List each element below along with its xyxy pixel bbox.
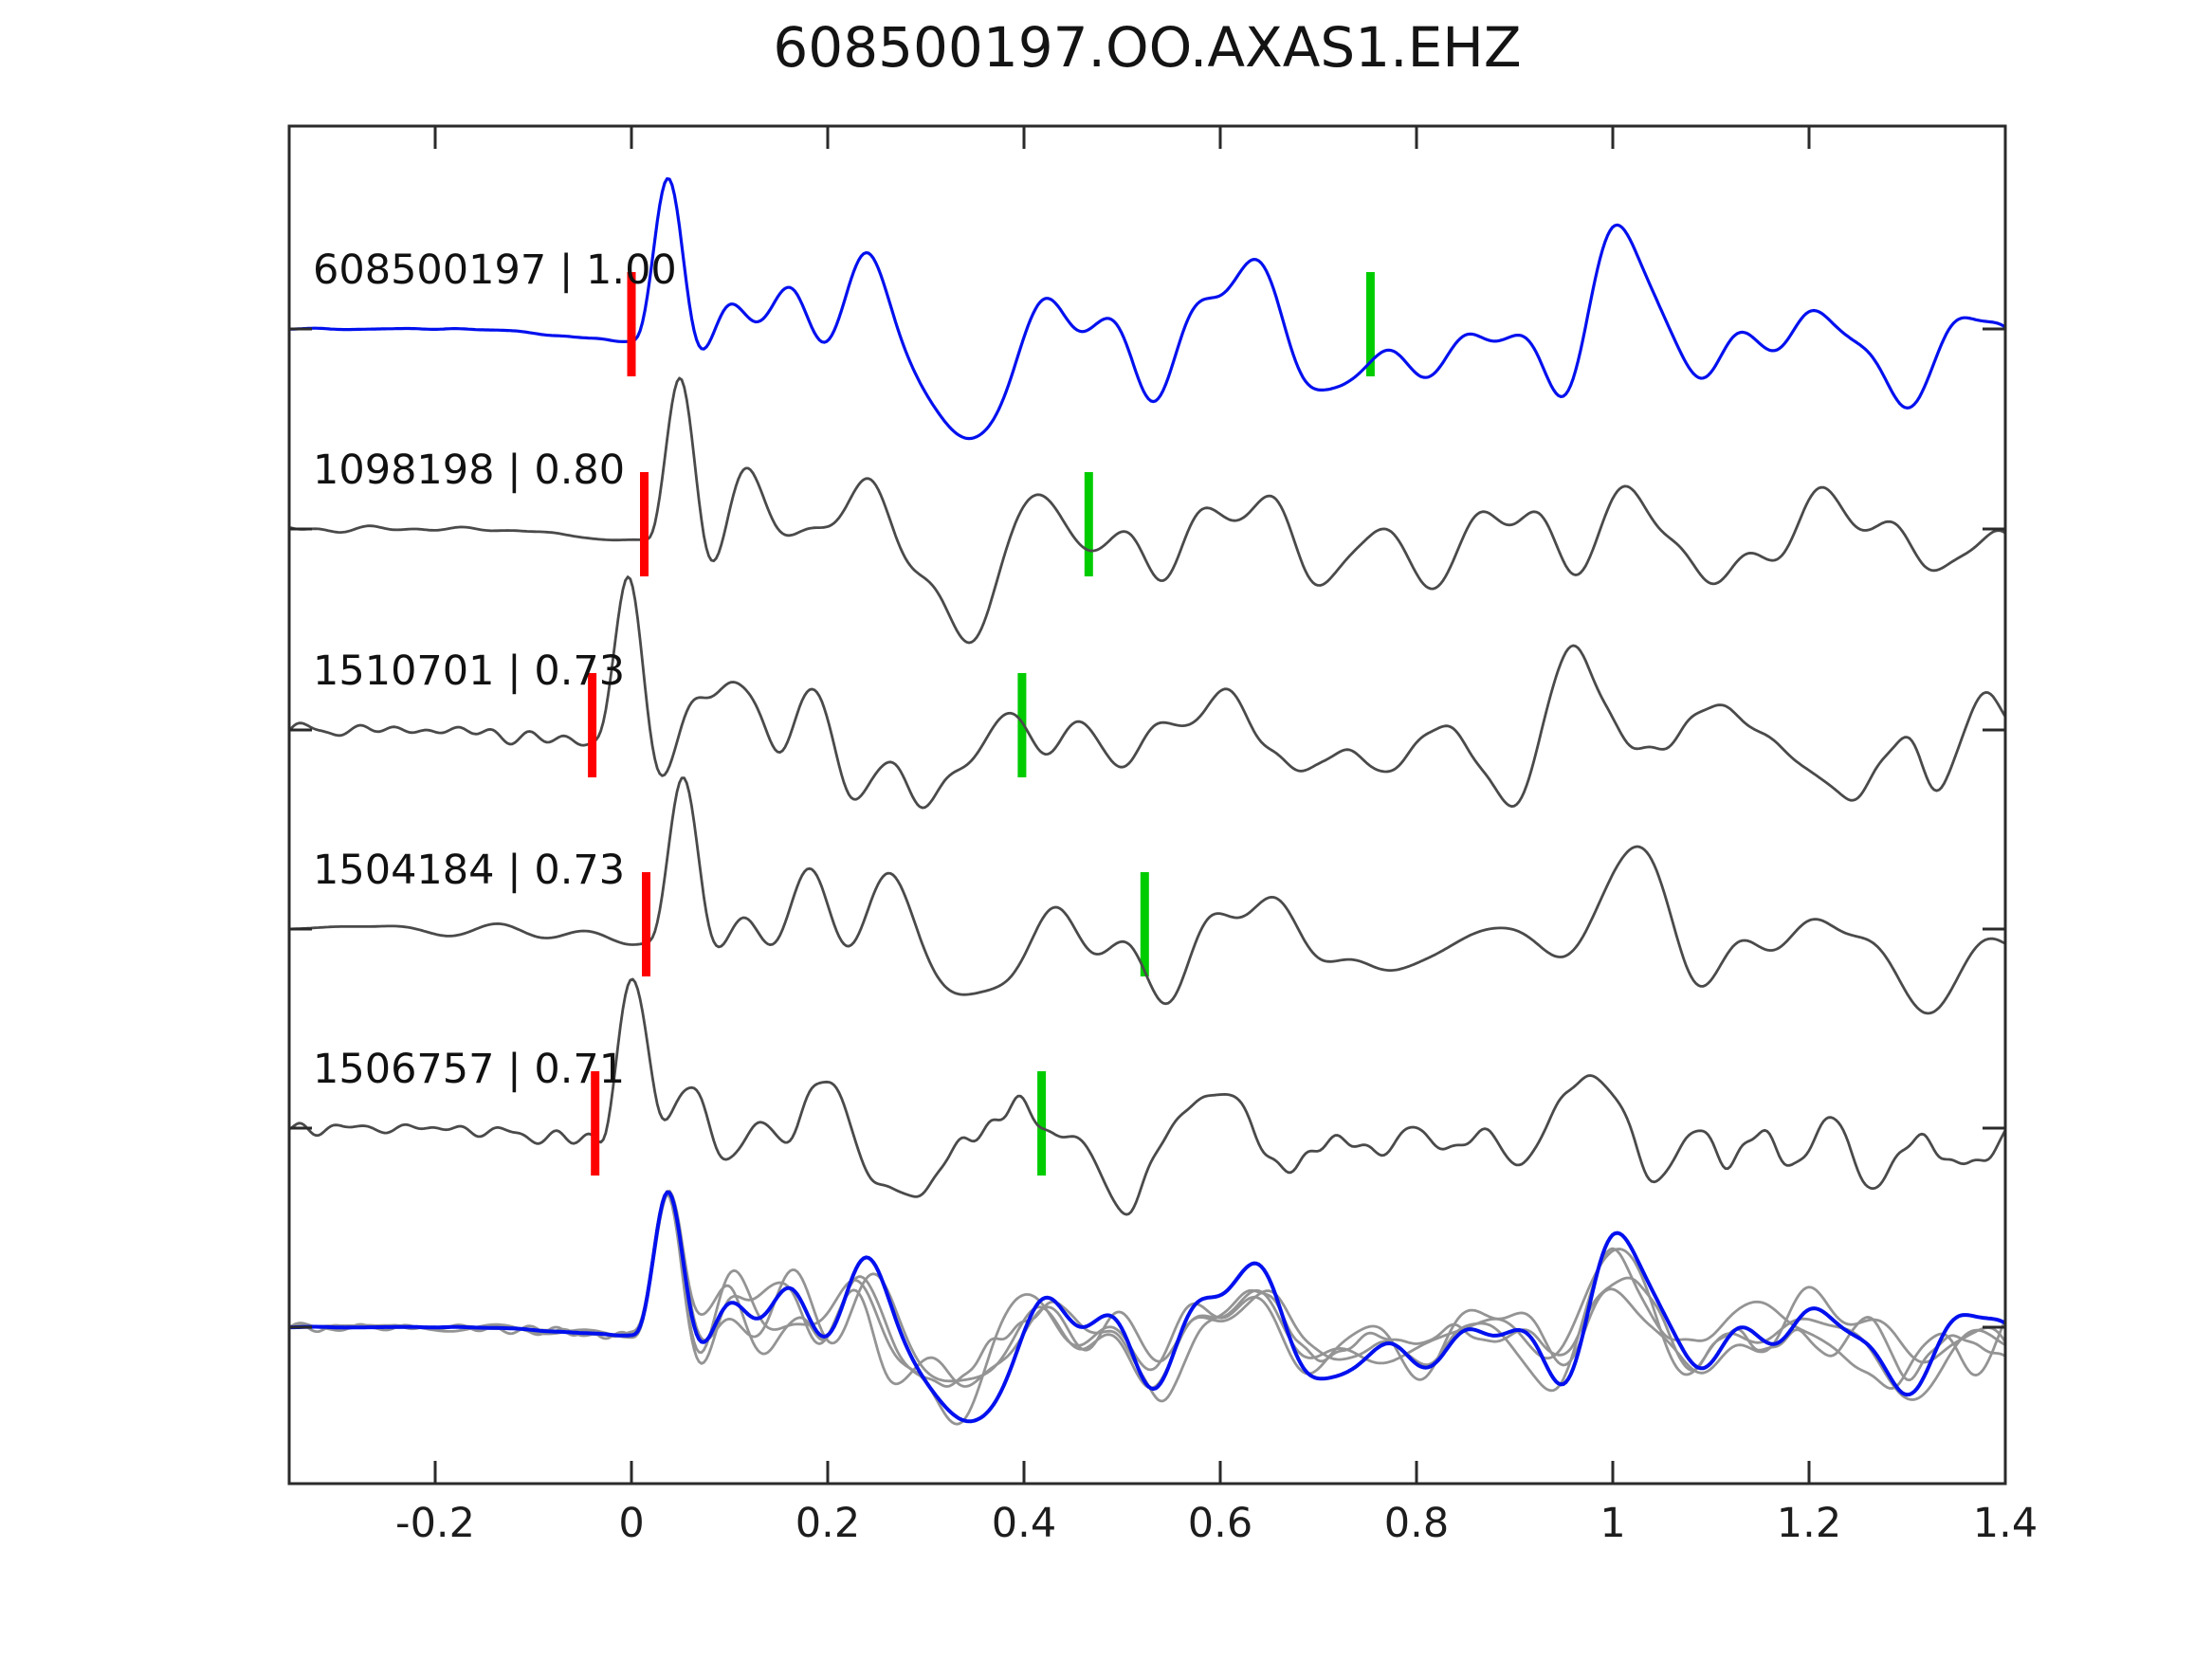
green-pick-marker xyxy=(1084,472,1093,576)
x-tick-label: 0 xyxy=(618,1500,645,1547)
axes-frame-and-ticks xyxy=(287,124,2007,1486)
chart-title: 608500197.OO.AXAS1.EHZ xyxy=(773,15,1522,80)
overlay-trace-1098198 xyxy=(290,1191,2004,1426)
trace-label: 608500197 | 1.00 xyxy=(313,246,677,294)
green-pick-marker xyxy=(1140,872,1149,976)
x-tick-label: 1.4 xyxy=(1972,1500,2038,1547)
red-pick-marker xyxy=(588,673,597,777)
green-pick-marker xyxy=(1037,1071,1047,1176)
red-pick-marker xyxy=(642,872,650,976)
trace-label: 1506757 | 0.71 xyxy=(313,1046,626,1093)
trace-label: 1510701 | 0.73 xyxy=(313,647,626,695)
red-pick-markers xyxy=(588,272,650,1176)
x-tick-label: 1 xyxy=(1600,1500,1626,1547)
x-tick-label: 1.2 xyxy=(1776,1500,1842,1547)
waveform-traces xyxy=(290,176,2004,1426)
plot-frame xyxy=(287,124,2007,1486)
red-pick-marker xyxy=(591,1071,600,1176)
green-pick-marker xyxy=(1017,673,1027,777)
green-pick-marker xyxy=(1365,272,1375,376)
x-tick-label: 0.6 xyxy=(1187,1500,1253,1547)
waveform-trace-608500197 xyxy=(290,176,2004,441)
trace-label: 1504184 | 0.73 xyxy=(313,847,626,894)
overlay-trace-1510701 xyxy=(290,1193,2004,1393)
red-pick-marker xyxy=(627,272,636,376)
overlay-trace-template xyxy=(290,1190,2004,1424)
x-tick-label: 0.8 xyxy=(1383,1500,1450,1547)
waveform-trace-1506757 xyxy=(290,977,2004,1216)
red-pick-marker xyxy=(640,472,649,576)
waveform-trace-1504184 xyxy=(290,776,2004,1015)
x-tick-label: -0.2 xyxy=(395,1500,475,1547)
x-tick-label: 0.4 xyxy=(991,1500,1057,1547)
waveform-trace-1098198 xyxy=(290,376,2004,645)
waveform-trace-1510701 xyxy=(290,575,2004,810)
x-tick-label: 0.2 xyxy=(795,1500,861,1547)
trace-label: 1098198 | 0.80 xyxy=(313,447,626,494)
green-pick-markers xyxy=(1017,272,1375,1176)
